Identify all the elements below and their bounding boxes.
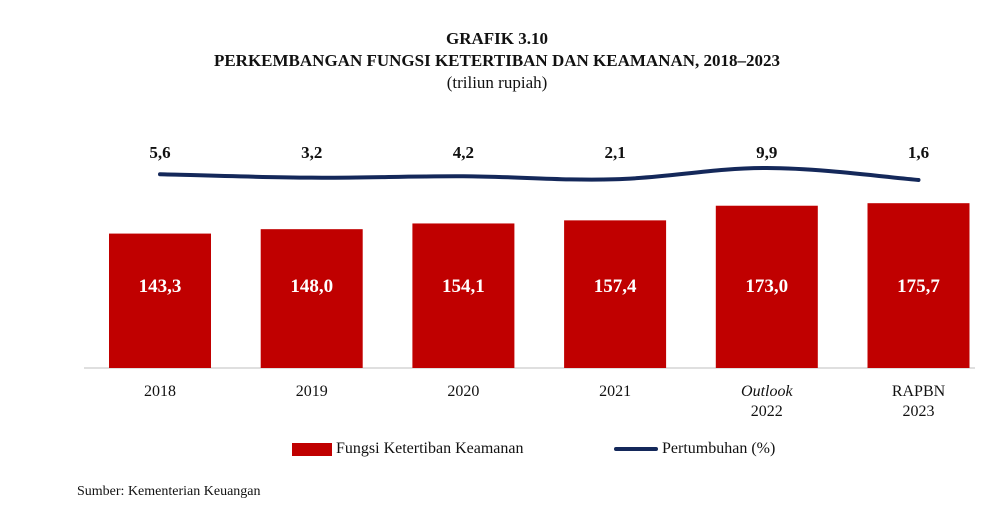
legend-label-line: Pertumbuhan (%) bbox=[662, 440, 776, 457]
bar bbox=[867, 203, 970, 368]
bar-data-label: 143,3 bbox=[139, 276, 182, 297]
bar-data-label: 148,0 bbox=[290, 276, 333, 297]
bar bbox=[564, 220, 667, 368]
bar-data-label: 173,0 bbox=[745, 276, 788, 297]
bar-data-label: 154,1 bbox=[442, 276, 485, 297]
chart-title-line1: GRAFIK 3.10 bbox=[446, 29, 548, 48]
x-tick-label: RAPBN bbox=[892, 383, 946, 400]
bar bbox=[260, 229, 363, 368]
legend-item-bars: Fungsi Ketertiban Keamanan bbox=[292, 440, 524, 458]
bar-data-label: 157,4 bbox=[594, 276, 637, 297]
source-note: Sumber: Kementerian Keuangan bbox=[77, 484, 261, 499]
growth-data-label: 9,9 bbox=[756, 143, 777, 162]
chart-title-block: GRAFIK 3.10 PERKEMBANGAN FUNGSI KETERTIB… bbox=[0, 28, 994, 94]
growth-data-label: 2,1 bbox=[604, 143, 625, 162]
x-tick-label: 2021 bbox=[599, 383, 631, 400]
growth-data-label: 1,6 bbox=[908, 143, 929, 162]
bar bbox=[412, 223, 515, 368]
bar-line-chart: 143,3 148,0 154,1 157,4 173,0 175,7 5,6 3,2 4,2 2… bbox=[84, 143, 975, 420]
chart-title-line2: PERKEMBANGAN FUNGSI KETERTIBAN DAN KEAMA… bbox=[213, 51, 781, 70]
legend-item-line: Pertumbuhan (%) bbox=[614, 440, 775, 458]
x-tick-label: 2022 bbox=[751, 403, 783, 420]
x-tick-label: 2020 bbox=[447, 383, 479, 400]
bar bbox=[109, 233, 211, 368]
growth-data-label: 4,2 bbox=[453, 143, 474, 162]
x-tick-label: 2019 bbox=[296, 383, 328, 400]
x-tick-label: 2023 bbox=[903, 403, 935, 420]
x-tick-label: Outlook bbox=[741, 383, 793, 400]
chart-subtitle: (triliun rupiah) bbox=[446, 73, 548, 92]
legend-bar-swatch bbox=[292, 442, 332, 456]
growth-data-label: 5,6 bbox=[149, 143, 170, 162]
bar bbox=[715, 205, 818, 368]
bar-data-label: 175,7 bbox=[897, 276, 940, 297]
growth-data-label: 3,2 bbox=[301, 143, 322, 162]
legend-label-bars: Fungsi Ketertiban Keamanan bbox=[336, 440, 524, 457]
chart-legend: Fungsi Ketertiban Keamanan Pertumbuhan (… bbox=[0, 440, 994, 464]
x-tick-label: 2018 bbox=[144, 383, 176, 400]
legend-line-swatch bbox=[614, 447, 658, 451]
growth-series-line bbox=[158, 165, 921, 182]
